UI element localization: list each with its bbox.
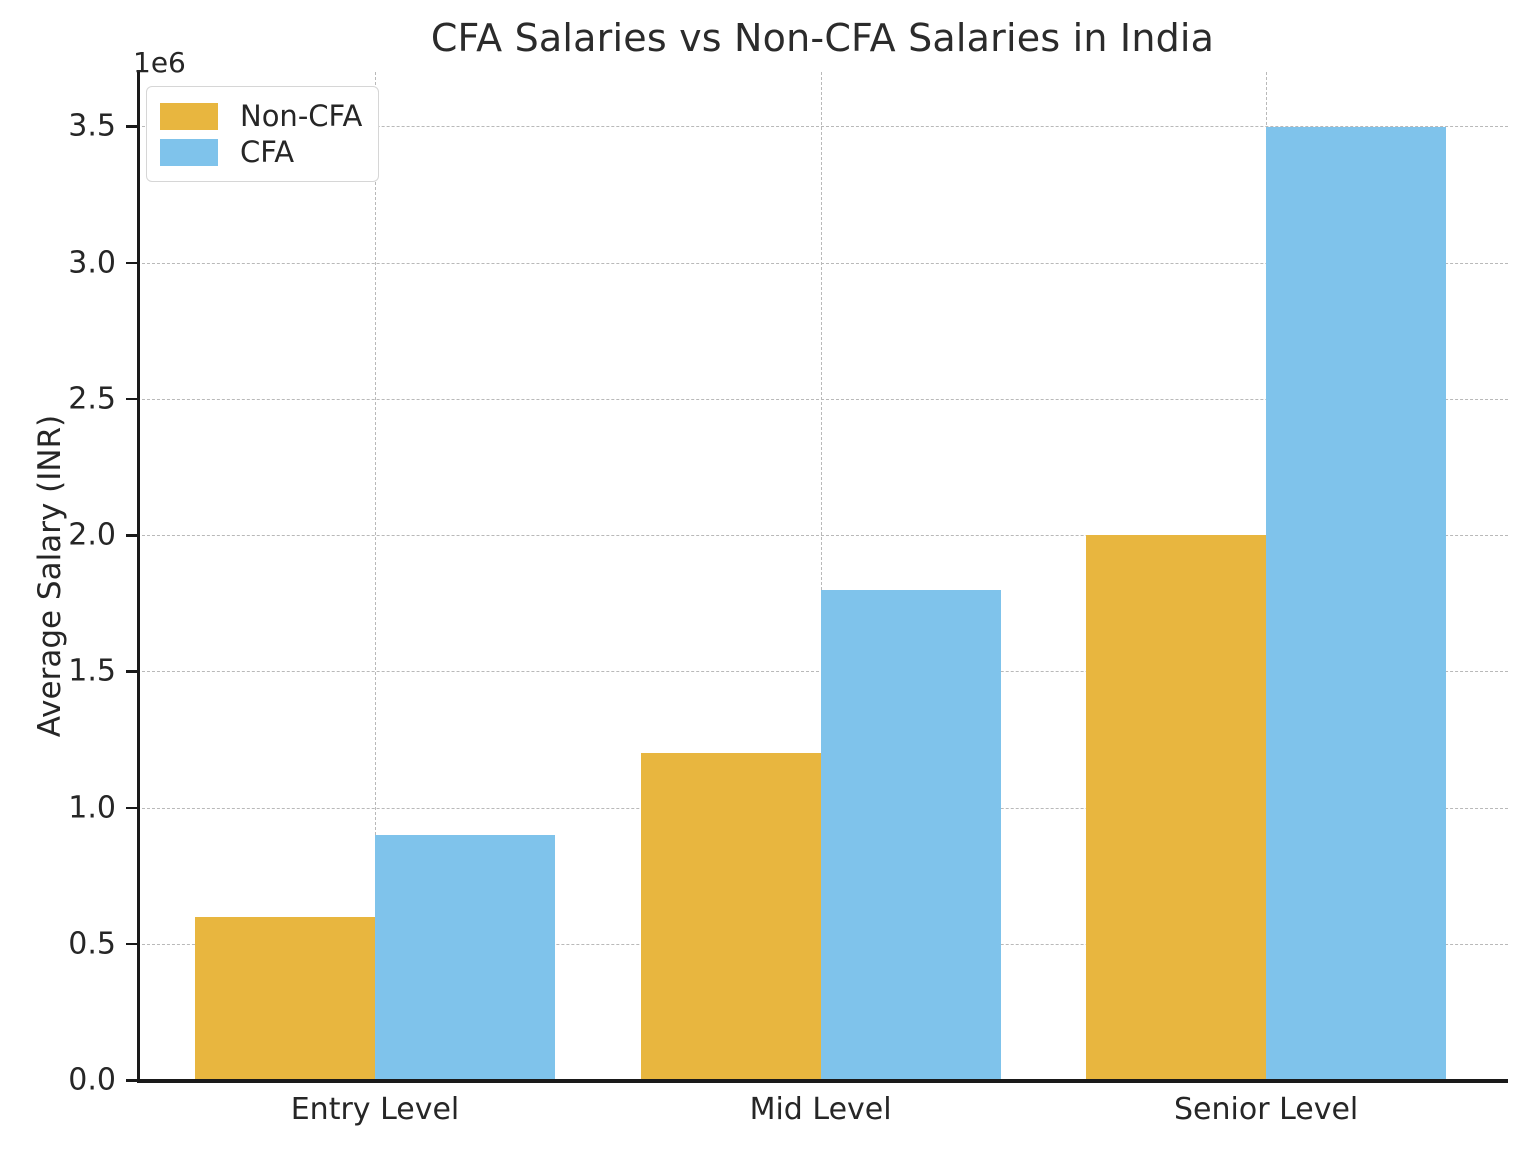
bar-cfa-mid-level[interactable]: [820, 589, 1001, 1080]
y-tick-mark: [126, 1079, 138, 1082]
y-axis-offset-label: 1e6: [133, 46, 186, 79]
bar-non-cfa-entry-level[interactable]: [194, 916, 375, 1080]
y-tick-label: 3.5: [68, 108, 116, 144]
bars-layer: [137, 72, 1508, 1080]
legend-item-cfa[interactable]: CFA: [160, 134, 362, 170]
x-tick-label: Mid Level: [749, 1092, 892, 1127]
y-tick-label: 1.0: [68, 790, 116, 826]
gridline-horizontal: [137, 262, 1508, 264]
y-axis-spine: [137, 72, 140, 1081]
x-axis-spine: [137, 1079, 1508, 1083]
chart-title: CFA Salaries vs Non-CFA Salaries in Indi…: [430, 16, 1215, 60]
y-tick-label: 1.5: [68, 653, 116, 689]
y-tick-label: 2.5: [68, 381, 116, 417]
y-tick-mark: [126, 942, 138, 946]
gridline-horizontal: [137, 535, 1508, 537]
gridline-vertical: [375, 72, 376, 1080]
legend-item-non-cfa[interactable]: Non-CFA: [160, 98, 362, 134]
y-tick-label: 3.0: [68, 245, 116, 281]
gridline-vertical: [820, 72, 822, 1080]
legend-label-cfa: CFA: [240, 135, 295, 169]
bar-cfa-entry-level[interactable]: [375, 834, 555, 1080]
plot-area: [137, 72, 1508, 1080]
y-tick-mark: [126, 670, 138, 673]
y-tick-mark: [126, 397, 138, 401]
y-tick-mark: [126, 261, 138, 265]
y-tick-label: 0.5: [68, 926, 116, 962]
x-tick-label: Senior Level: [1174, 1092, 1359, 1127]
bar-non-cfa-mid-level[interactable]: [640, 753, 821, 1080]
legend-swatch-icon-cfa: [160, 138, 218, 166]
legend-label-non-cfa: Non-CFA: [240, 99, 363, 133]
gridline-horizontal: [137, 398, 1508, 400]
y-tick-label: 0.0: [68, 1062, 116, 1098]
gridline-horizontal: [137, 126, 1508, 128]
y-tick-mark: [126, 806, 138, 810]
bar-cfa-senior-level[interactable]: [1266, 126, 1447, 1080]
bar-non-cfa-senior-level[interactable]: [1086, 535, 1267, 1080]
chart-legend: Non-CFA CFA: [146, 86, 380, 182]
x-tick-label: Entry Level: [290, 1092, 460, 1127]
legend-swatch-icon-non-cfa: [160, 102, 218, 130]
y-tick-mark: [126, 125, 138, 128]
y-tick-label: 2.0: [68, 517, 116, 553]
y-tick-mark: [126, 534, 138, 537]
